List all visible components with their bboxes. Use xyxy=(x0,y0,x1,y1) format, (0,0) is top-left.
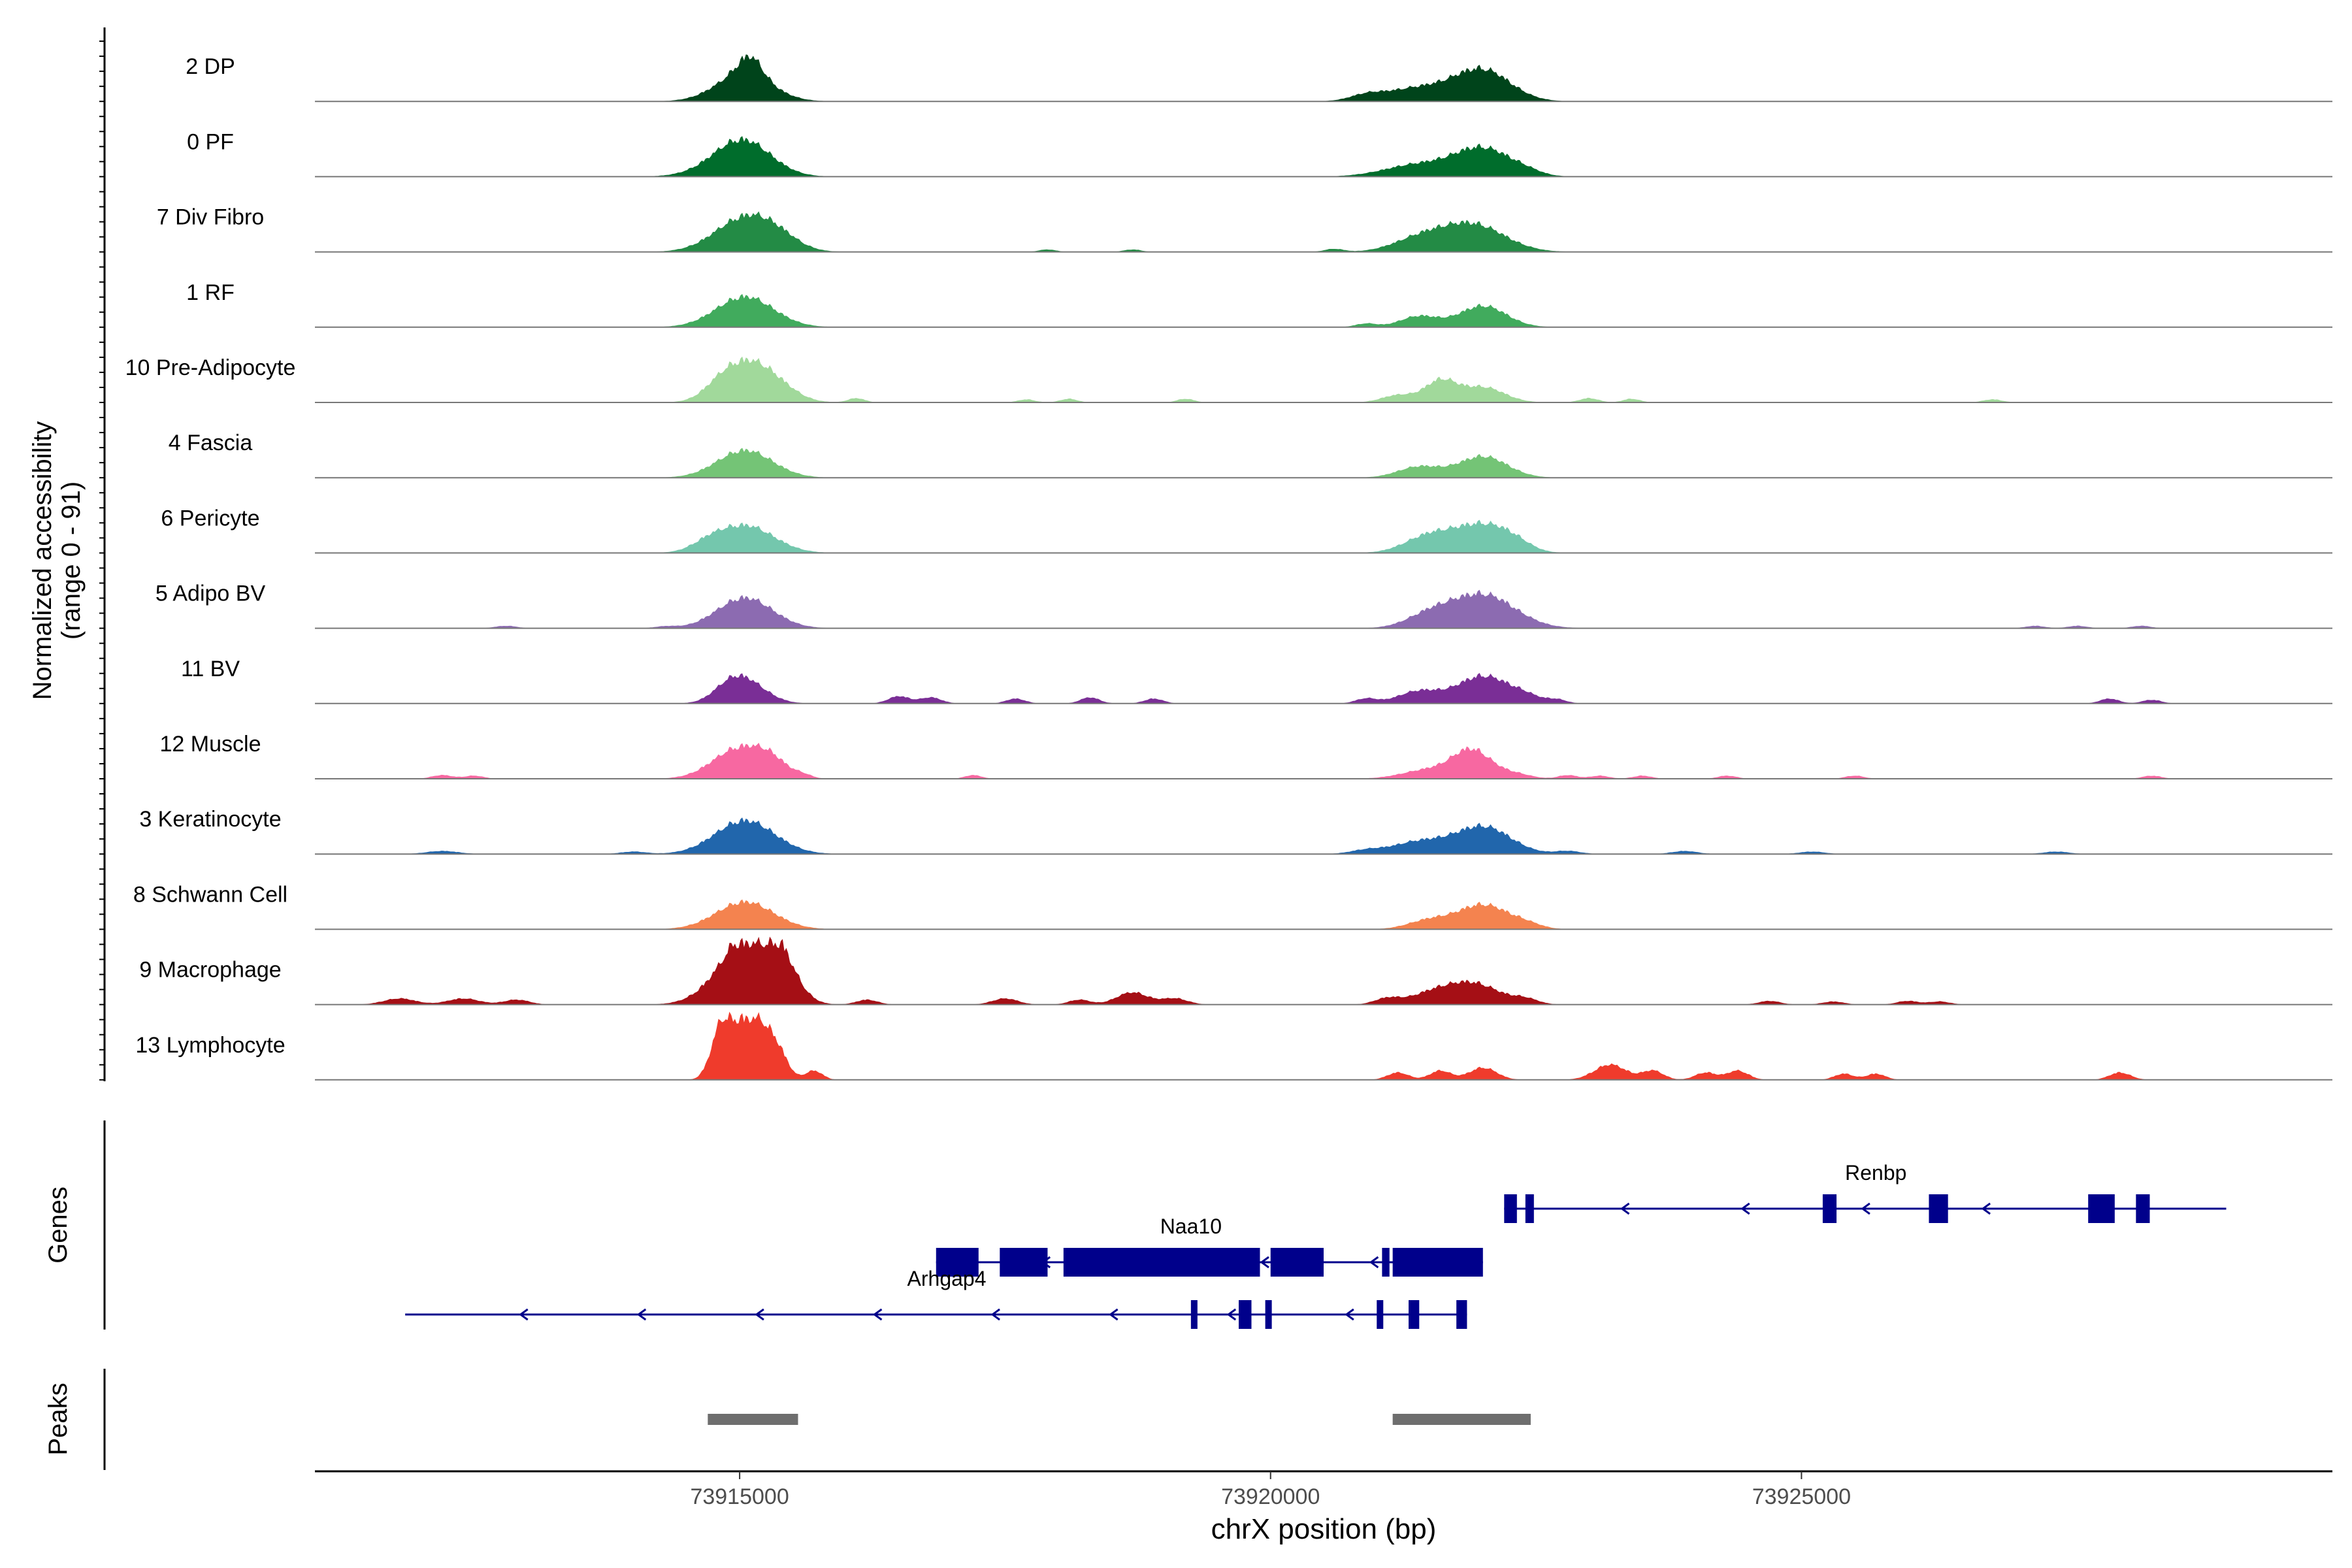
strand-arrow xyxy=(1981,1202,1991,1215)
track-10: 12 Muscle xyxy=(160,732,2332,779)
track-14: 13 Lymphocyte xyxy=(135,1011,2332,1081)
peak-region xyxy=(708,1414,798,1425)
coverage-y-axis xyxy=(99,27,106,1081)
track-label: 0 PF xyxy=(187,129,234,154)
track-label: 1 RF xyxy=(186,280,235,305)
gene-exon xyxy=(1377,1300,1384,1329)
track-label: 3 Keratinocyte xyxy=(139,807,281,832)
coverage-area xyxy=(315,817,2332,855)
gene-exon xyxy=(1265,1300,1272,1329)
gene-exon xyxy=(1000,1248,1048,1277)
genes-label: Genes xyxy=(44,1186,73,1264)
y-axis-label-line1: Normalized accessibility xyxy=(28,421,57,700)
gene-exon xyxy=(1270,1248,1324,1277)
gene-name-label: Arhgap4 xyxy=(907,1267,987,1290)
strand-arrow xyxy=(1260,1256,1269,1269)
track-label: 4 Fascia xyxy=(169,431,253,455)
coverage-area xyxy=(315,936,2332,1005)
track-label: 9 Macrophage xyxy=(139,958,281,983)
coverage-area xyxy=(315,1011,2332,1080)
strand-arrow xyxy=(872,1308,883,1321)
x-axis-title: chrX position (bp) xyxy=(1211,1513,1437,1545)
gene-exon xyxy=(1929,1194,1948,1223)
peaks-panel xyxy=(708,1414,1531,1425)
track-5: 10 Pre-Adipocyte xyxy=(125,355,2332,403)
gene-name-label: Naa10 xyxy=(1160,1215,1222,1238)
coverage-area xyxy=(315,294,2332,327)
gene-exon xyxy=(1525,1194,1534,1223)
track-label: 7 Div Fibro xyxy=(157,205,264,230)
coverage-area xyxy=(315,54,2332,102)
gene-Arhgap4: Arhgap4 xyxy=(405,1267,1467,1329)
y-axis-label-line2: (range 0 - 91) xyxy=(57,482,86,640)
strand-arrow xyxy=(1861,1202,1870,1215)
gene-exon xyxy=(1238,1300,1252,1329)
track-label: 6 Pericyte xyxy=(161,506,259,531)
track-2: 0 PF xyxy=(187,129,2332,178)
gene-Renbp: Renbp xyxy=(1504,1161,2227,1223)
gene-name-label: Renbp xyxy=(1845,1161,1906,1184)
peaks-label: Peaks xyxy=(44,1382,73,1455)
track-6: 4 Fascia xyxy=(169,431,2332,479)
track-9: 11 BV xyxy=(181,657,2332,704)
coverage-area xyxy=(315,519,2332,553)
gene-exon xyxy=(1504,1194,1517,1223)
track-label: 10 Pre-Adipocyte xyxy=(125,355,296,380)
strand-arrow xyxy=(1369,1256,1379,1269)
track-7: 6 Pericyte xyxy=(161,506,2332,554)
gene-exon xyxy=(1456,1300,1467,1329)
track-13: 9 Macrophage xyxy=(139,936,2332,1005)
coverage-area xyxy=(315,673,2332,704)
gene-exon xyxy=(936,1248,979,1277)
track-4: 1 RF xyxy=(186,280,2332,328)
track-3: 7 Div Fibro xyxy=(157,205,2332,253)
strand-arrow xyxy=(519,1308,529,1321)
gene-exon xyxy=(2136,1194,2150,1223)
strand-arrow xyxy=(1109,1308,1119,1321)
gene-exon xyxy=(1822,1194,1837,1223)
x-tick-label: 73925000 xyxy=(1752,1484,1851,1509)
x-tick-label: 73920000 xyxy=(1221,1484,1320,1509)
coverage-area xyxy=(315,589,2332,629)
track-label: 2 DP xyxy=(186,54,235,79)
strand-arrow xyxy=(1226,1308,1237,1321)
coverage-tracks: 2 DP 0 PF 7 Div Fibro 1 RF 10 Pre-Adipocyte 4… xyxy=(125,54,2332,1081)
track-label: 11 BV xyxy=(181,657,240,681)
track-label: 12 Muscle xyxy=(160,732,261,757)
track-11: 3 Keratinocyte xyxy=(139,807,2332,855)
coverage-area xyxy=(315,742,2332,779)
gene-exon xyxy=(1063,1248,1260,1277)
track-8: 5 Adipo BV xyxy=(155,581,2332,629)
strand-arrow xyxy=(636,1308,647,1321)
x-axis-ticks: 73915000 73920000 73925000 xyxy=(690,1471,1851,1509)
track-12: 8 Schwann Cell xyxy=(133,882,2332,930)
track-label: 13 Lymphocyte xyxy=(135,1033,285,1058)
peak-region xyxy=(1392,1414,1531,1425)
coverage-area xyxy=(315,899,2332,930)
gene-exon xyxy=(1409,1300,1420,1329)
coverage-area xyxy=(315,136,2332,177)
gene-exon xyxy=(2088,1194,2115,1223)
track-label: 8 Schwann Cell xyxy=(133,882,287,907)
strand-arrow xyxy=(990,1308,1000,1321)
gene-exon xyxy=(1190,1300,1198,1329)
strand-arrow xyxy=(755,1308,764,1321)
track-label: 5 Adipo BV xyxy=(155,581,266,606)
gene-exon xyxy=(1382,1248,1390,1277)
strand-arrow xyxy=(1740,1202,1750,1215)
gene-Naa10: Naa10 xyxy=(936,1215,1483,1277)
gene-exon xyxy=(1392,1248,1483,1277)
strand-arrow xyxy=(1620,1202,1630,1215)
strand-arrow xyxy=(1345,1308,1354,1321)
coverage-area xyxy=(315,356,2332,402)
x-tick-label: 73915000 xyxy=(690,1484,789,1509)
coverage-area xyxy=(315,448,2332,478)
gene-annotation-panel: Renbp Naa10 Arhgap4 xyxy=(405,1161,2227,1329)
track-1: 2 DP xyxy=(186,54,2332,103)
coverage-area xyxy=(315,211,2332,252)
